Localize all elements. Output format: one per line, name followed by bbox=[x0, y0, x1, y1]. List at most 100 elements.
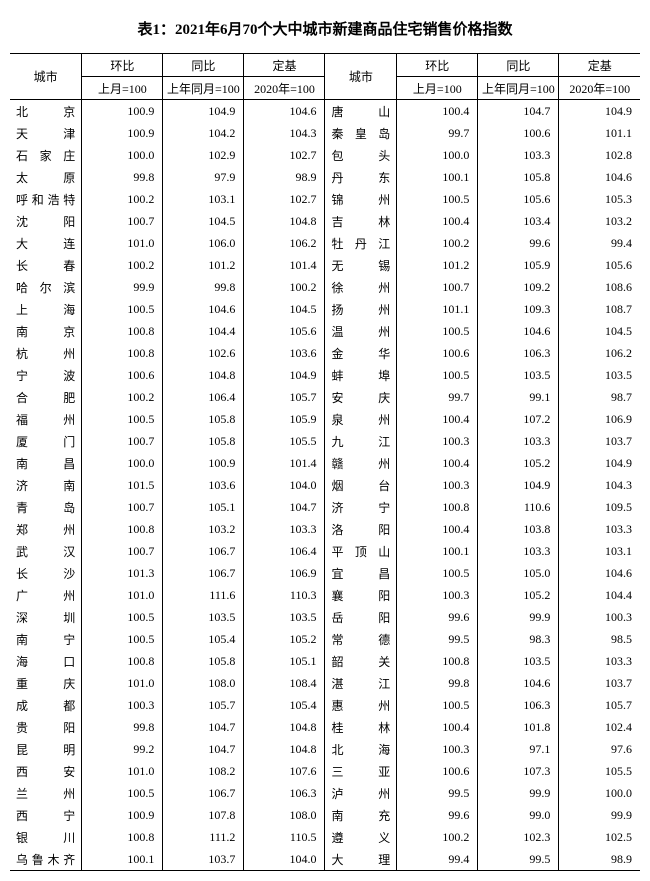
value-cell: 100.8 bbox=[82, 518, 163, 540]
value-cell: 100.3 bbox=[82, 694, 163, 716]
value-cell: 105.5 bbox=[559, 760, 640, 782]
table-row: 济南101.5103.6104.0烟台100.3104.9104.3 bbox=[10, 474, 640, 496]
value-cell: 100.7 bbox=[397, 276, 478, 298]
value-cell: 100.5 bbox=[82, 628, 163, 650]
city-cell: 兰州 bbox=[10, 782, 82, 804]
value-cell: 104.7 bbox=[163, 738, 244, 760]
value-cell: 103.3 bbox=[244, 518, 325, 540]
city-cell: 武汉 bbox=[10, 540, 82, 562]
value-cell: 104.7 bbox=[163, 716, 244, 738]
value-cell: 101.3 bbox=[82, 562, 163, 584]
city-cell: 哈尔滨 bbox=[10, 276, 82, 298]
value-cell: 104.8 bbox=[163, 364, 244, 386]
value-cell: 105.5 bbox=[244, 430, 325, 452]
value-cell: 99.4 bbox=[559, 232, 640, 254]
value-cell: 105.6 bbox=[559, 254, 640, 276]
table-row: 南昌100.0100.9101.4赣州100.4105.2104.9 bbox=[10, 452, 640, 474]
value-cell: 103.3 bbox=[478, 430, 559, 452]
value-cell: 103.5 bbox=[559, 364, 640, 386]
value-cell: 106.4 bbox=[244, 540, 325, 562]
table-row: 广州101.0111.6110.3襄阳100.3105.2104.4 bbox=[10, 584, 640, 606]
value-cell: 102.3 bbox=[478, 826, 559, 848]
value-cell: 107.3 bbox=[478, 760, 559, 782]
city-cell: 石家庄 bbox=[10, 144, 82, 166]
value-cell: 100.5 bbox=[82, 782, 163, 804]
city-cell: 广州 bbox=[10, 584, 82, 606]
value-cell: 105.3 bbox=[559, 188, 640, 210]
header-mom: 环比 bbox=[397, 54, 478, 77]
city-cell: 九江 bbox=[325, 430, 397, 452]
value-cell: 103.7 bbox=[559, 672, 640, 694]
city-cell: 宁波 bbox=[10, 364, 82, 386]
value-cell: 105.0 bbox=[478, 562, 559, 584]
value-cell: 108.4 bbox=[244, 672, 325, 694]
value-cell: 102.7 bbox=[244, 144, 325, 166]
value-cell: 108.7 bbox=[559, 298, 640, 320]
city-cell: 赣州 bbox=[325, 452, 397, 474]
value-cell: 103.7 bbox=[163, 848, 244, 871]
value-cell: 108.6 bbox=[559, 276, 640, 298]
value-cell: 106.3 bbox=[244, 782, 325, 804]
table-row: 长春100.2101.2101.4无锡101.2105.9105.6 bbox=[10, 254, 640, 276]
value-cell: 100.1 bbox=[397, 166, 478, 188]
value-cell: 102.9 bbox=[163, 144, 244, 166]
value-cell: 104.9 bbox=[244, 364, 325, 386]
city-cell: 西安 bbox=[10, 760, 82, 782]
value-cell: 103.1 bbox=[559, 540, 640, 562]
value-cell: 100.8 bbox=[82, 650, 163, 672]
value-cell: 106.7 bbox=[163, 562, 244, 584]
value-cell: 99.4 bbox=[397, 848, 478, 871]
header-yoy-sub: 上年同月=100 bbox=[163, 77, 244, 100]
value-cell: 105.1 bbox=[244, 650, 325, 672]
value-cell: 100.5 bbox=[82, 606, 163, 628]
city-cell: 徐州 bbox=[325, 276, 397, 298]
value-cell: 100.3 bbox=[397, 474, 478, 496]
city-cell: 安庆 bbox=[325, 386, 397, 408]
city-cell: 三亚 bbox=[325, 760, 397, 782]
value-cell: 106.2 bbox=[244, 232, 325, 254]
header-base: 定基 bbox=[244, 54, 325, 77]
value-cell: 106.3 bbox=[478, 694, 559, 716]
value-cell: 106.2 bbox=[559, 342, 640, 364]
value-cell: 104.8 bbox=[244, 738, 325, 760]
city-cell: 泉州 bbox=[325, 408, 397, 430]
value-cell: 105.9 bbox=[244, 408, 325, 430]
value-cell: 98.7 bbox=[559, 386, 640, 408]
value-cell: 97.1 bbox=[478, 738, 559, 760]
value-cell: 101.0 bbox=[82, 760, 163, 782]
city-cell: 桂林 bbox=[325, 716, 397, 738]
city-cell: 北海 bbox=[325, 738, 397, 760]
value-cell: 100.9 bbox=[82, 100, 163, 123]
header-city: 城市 bbox=[10, 54, 82, 100]
value-cell: 105.7 bbox=[244, 386, 325, 408]
value-cell: 101.1 bbox=[397, 298, 478, 320]
value-cell: 100.7 bbox=[82, 540, 163, 562]
value-cell: 100.5 bbox=[397, 188, 478, 210]
value-cell: 104.6 bbox=[478, 320, 559, 342]
value-cell: 106.7 bbox=[163, 782, 244, 804]
value-cell: 111.2 bbox=[163, 826, 244, 848]
value-cell: 103.3 bbox=[478, 540, 559, 562]
value-cell: 109.3 bbox=[478, 298, 559, 320]
value-cell: 104.2 bbox=[163, 122, 244, 144]
city-cell: 金华 bbox=[325, 342, 397, 364]
value-cell: 99.2 bbox=[82, 738, 163, 760]
table-row: 海口100.8105.8105.1韶关100.8103.5103.3 bbox=[10, 650, 640, 672]
value-cell: 103.3 bbox=[478, 144, 559, 166]
city-cell: 银川 bbox=[10, 826, 82, 848]
value-cell: 100.5 bbox=[82, 408, 163, 430]
table-row: 石家庄100.0102.9102.7包头100.0103.3102.8 bbox=[10, 144, 640, 166]
value-cell: 105.8 bbox=[163, 650, 244, 672]
table-row: 重庆101.0108.0108.4湛江99.8104.6103.7 bbox=[10, 672, 640, 694]
header-yoy-sub: 上年同月=100 bbox=[478, 77, 559, 100]
value-cell: 107.8 bbox=[163, 804, 244, 826]
table-row: 贵阳99.8104.7104.8桂林100.4101.8102.4 bbox=[10, 716, 640, 738]
value-cell: 100.0 bbox=[82, 452, 163, 474]
value-cell: 99.7 bbox=[397, 122, 478, 144]
value-cell: 101.2 bbox=[397, 254, 478, 276]
value-cell: 103.6 bbox=[244, 342, 325, 364]
table-row: 武汉100.7106.7106.4平顶山100.1103.3103.1 bbox=[10, 540, 640, 562]
city-cell: 海口 bbox=[10, 650, 82, 672]
city-cell: 湛江 bbox=[325, 672, 397, 694]
value-cell: 99.5 bbox=[397, 628, 478, 650]
